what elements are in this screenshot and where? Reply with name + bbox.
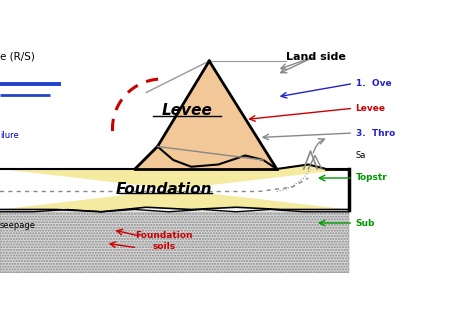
Text: Sa: Sa (356, 151, 366, 160)
Text: Levee: Levee (356, 104, 386, 113)
Text: seepage: seepage (0, 221, 36, 230)
Text: e (R/S): e (R/S) (0, 52, 35, 61)
Text: Levee: Levee (161, 103, 212, 118)
Text: Foundation
soils: Foundation soils (135, 231, 193, 251)
Polygon shape (0, 212, 349, 273)
Text: Land side: Land side (286, 52, 346, 61)
Text: ilure: ilure (0, 131, 19, 140)
Polygon shape (0, 147, 349, 212)
Text: Topstr: Topstr (356, 173, 387, 182)
Text: Sub: Sub (356, 219, 375, 228)
Text: 1.  Ove: 1. Ove (356, 79, 391, 88)
Text: 3.  Thro: 3. Thro (356, 129, 395, 138)
Text: Foundation: Foundation (116, 182, 212, 197)
Polygon shape (135, 61, 277, 169)
